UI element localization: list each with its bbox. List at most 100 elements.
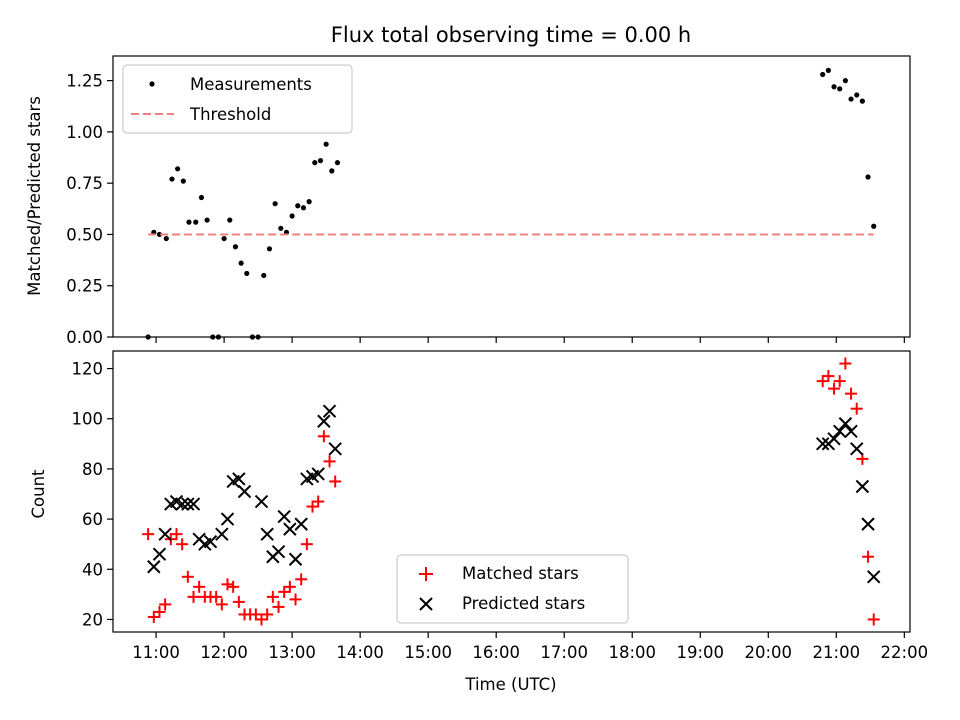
matched-stars-point	[193, 580, 206, 593]
bottom-legend-box	[396, 554, 629, 624]
x-tick-label: 22:00	[881, 643, 929, 662]
predicted-stars-point	[283, 522, 297, 536]
matched-stars-point	[828, 382, 841, 395]
matched-stars-point	[255, 613, 268, 626]
predicted-stars-point	[322, 404, 337, 418]
measurements-point	[261, 272, 267, 279]
matched-stars-point	[272, 600, 285, 613]
measurements-point	[334, 160, 341, 166]
predicted-stars-point	[855, 479, 870, 494]
matched-stars-point	[833, 375, 846, 388]
top-plot-area	[145, 67, 877, 340]
matched-stars-point	[839, 357, 852, 370]
y-tick-label: 0.50	[66, 225, 103, 244]
predicted-stars-point	[815, 437, 830, 451]
predicted-stars-point	[827, 432, 841, 446]
matched-stars-point	[221, 578, 234, 591]
matched-stars-point	[232, 595, 245, 608]
bottom-y-ticks: 20 40 60 80 100 120	[72, 360, 113, 629]
measurements-point	[186, 219, 192, 225]
bottom-x-ticks: 11:00 12:00 13:00 14:00 15:00 16:00 17:00 18:00…	[132, 632, 928, 662]
measurements-point	[180, 178, 186, 184]
matched-stars-point	[210, 590, 223, 603]
x-axis-label: Time (UTC)	[464, 675, 556, 694]
matched-stars-point	[278, 585, 291, 598]
x-tick-label: 13:00	[268, 643, 316, 662]
matched-stars-point	[329, 475, 342, 488]
x-tick-label: 12:00	[200, 643, 248, 662]
measurements-point	[278, 225, 284, 231]
matched-stars-point	[147, 610, 160, 623]
matched-stars-point	[215, 598, 228, 611]
measurements-point	[198, 194, 205, 201]
predicted-stars-point	[311, 467, 325, 481]
matched-stars-point	[187, 590, 200, 603]
matched-stars-point	[317, 430, 330, 443]
measurements-point	[193, 219, 199, 225]
top-legend-box	[122, 64, 353, 134]
measurements-point	[300, 205, 307, 211]
y-tick-label: 0.75	[66, 174, 103, 193]
matched-stars-point	[266, 590, 279, 603]
measurements-point	[169, 176, 175, 182]
measurements-point	[820, 71, 826, 78]
matched-stars-point	[227, 580, 240, 593]
predicted-stars-point	[147, 560, 161, 574]
measurements-point	[871, 223, 877, 229]
bottom-panel: Count Time (UTC) 20 40 60 80 100 120 11:00 12:…	[29, 350, 928, 694]
matched-stars-point	[816, 375, 829, 388]
predicted-stars-point	[175, 497, 189, 511]
predicted-stars-point	[317, 414, 331, 428]
x-tick-label: 17:00	[540, 643, 588, 662]
measurements-point	[266, 246, 273, 252]
predicted-stars-point	[203, 534, 218, 549]
predicted-stars-point	[833, 424, 847, 438]
measurements-point	[221, 235, 227, 242]
measurements-point	[312, 160, 318, 166]
chart-title: Flux total observing time = 0.00 h	[331, 23, 691, 47]
measurements-point	[306, 199, 312, 205]
measurements-point	[295, 203, 301, 209]
bottom-axes-frame	[112, 350, 911, 633]
predicted-stars-point	[294, 517, 308, 531]
predicted-stars-point	[328, 442, 342, 456]
predicted-stars-point	[260, 527, 274, 541]
bottom-plot-area	[142, 357, 881, 626]
x-tick-label: 15:00	[404, 643, 452, 662]
matched-stars-point	[142, 528, 155, 541]
x-tick-label: 18:00	[608, 643, 656, 662]
matched-stars-point	[153, 605, 166, 618]
measurements-point	[825, 67, 831, 73]
predicted-stars-point	[254, 494, 269, 509]
measurements-point	[272, 201, 278, 207]
matched-stars-point	[249, 608, 262, 621]
x-tick-label: 21:00	[813, 643, 861, 662]
matched-stars-point	[176, 538, 189, 551]
measurements-point	[244, 270, 250, 277]
y-tick-label: 80	[82, 460, 103, 479]
legend-matched-stars-label: Matched stars	[462, 564, 579, 583]
measurements-point	[163, 235, 169, 242]
legend-threshold-label: Threshold	[189, 105, 271, 124]
predicted-stars-point	[277, 509, 291, 524]
y-tick-label: 40	[82, 560, 103, 579]
legend-predicted-stars-marker	[419, 597, 433, 611]
top-y-ticks: 0.00 0.25 0.50 0.75 1.00 1.25	[66, 72, 113, 347]
x-tick-label: 20:00	[745, 643, 793, 662]
y-tick-label: 100	[72, 410, 104, 429]
measurements-point	[329, 168, 335, 174]
matched-stars-point	[261, 608, 274, 621]
measurements-point	[232, 244, 239, 250]
measurements-point	[859, 98, 865, 104]
top-legend: Measurements Threshold	[122, 64, 353, 134]
predicted-stars-point	[152, 547, 167, 561]
predicted-stars-point	[237, 484, 252, 499]
measurements-point	[227, 217, 233, 223]
x-tick-label: 19:00	[676, 643, 724, 662]
y-tick-label: 1.00	[66, 123, 103, 142]
predicted-stars-point	[288, 552, 303, 566]
top-panel: Flux total observing time = 0.00 h Match…	[25, 23, 911, 347]
y-tick-label: 0.00	[66, 328, 103, 347]
matched-stars-point	[845, 387, 858, 400]
